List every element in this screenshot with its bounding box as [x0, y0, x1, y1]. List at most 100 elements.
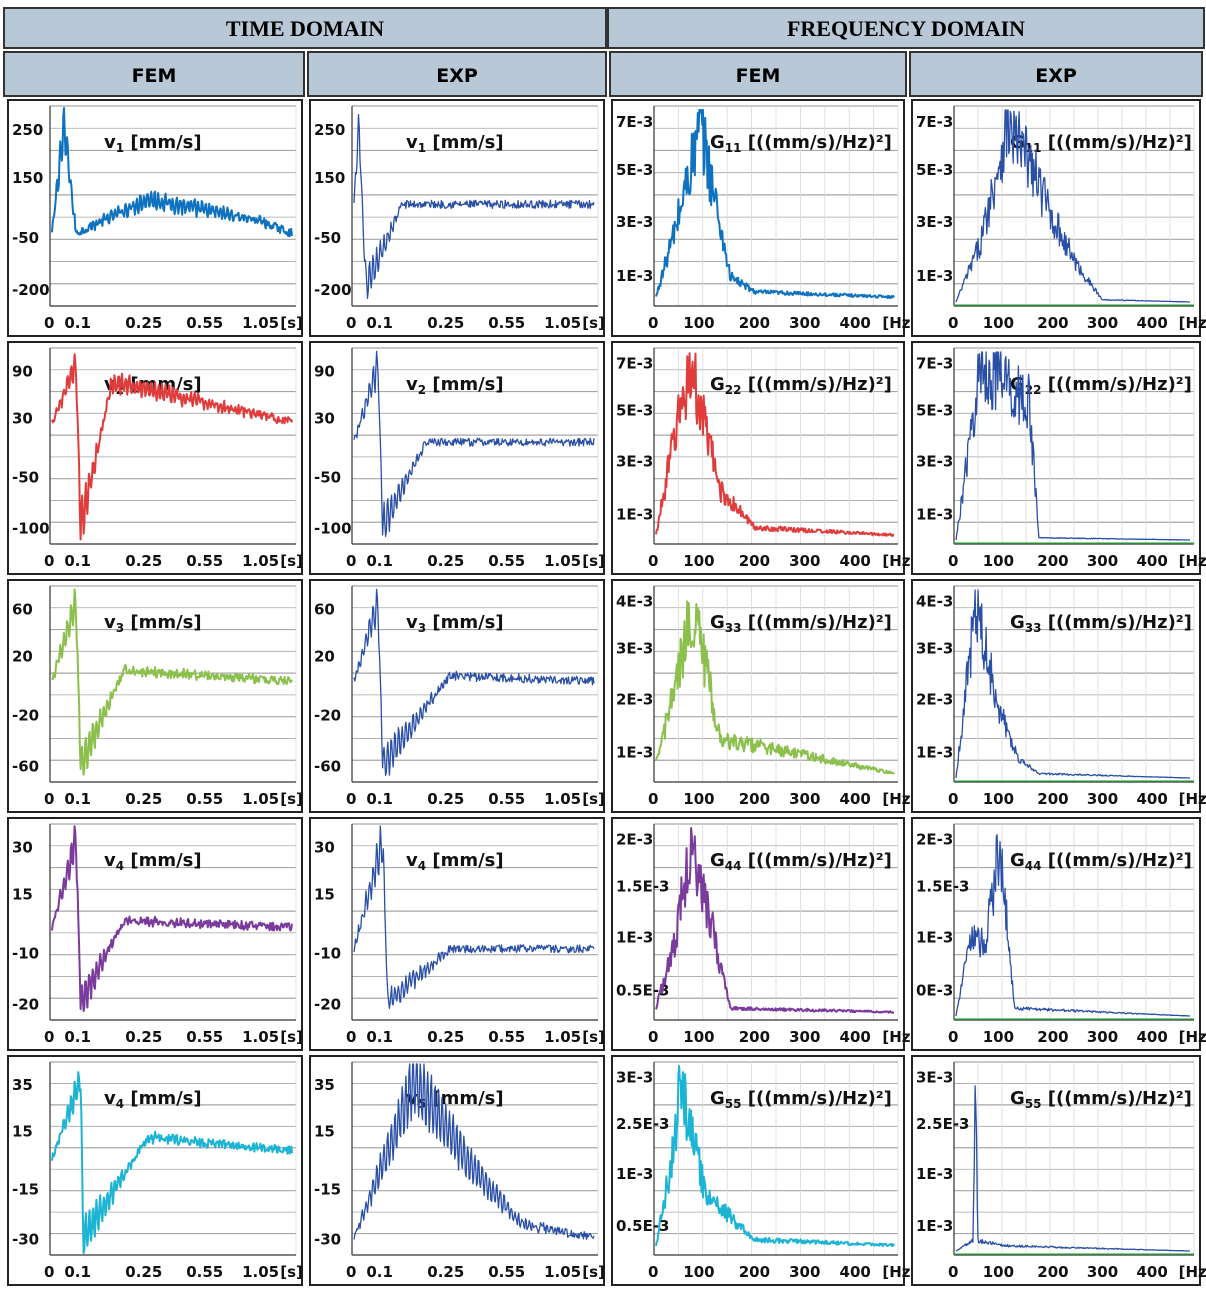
x-tick-label: 0 [44, 552, 54, 570]
y-tick-label: 5E-3 [616, 402, 653, 420]
y-tick-label: 3E-3 [916, 453, 953, 471]
x-tick-label: 200 [739, 790, 770, 808]
panel-label: G44 [((mm/s)/Hz)²] [1010, 850, 1192, 873]
panel-label-subscript: 1 [418, 141, 426, 155]
panel-exp-time-4: 30 15 -10 -20 0 0.1 0.25 0.55 1.05 [s] v4 [mm/s] [309, 817, 605, 1051]
time-domain-title: TIME DOMAIN [226, 16, 384, 41]
panel-label-subscript: 11 [725, 141, 742, 155]
y-tick-label: -100 [314, 519, 352, 537]
x-tick-label: 0.55 [186, 1263, 223, 1281]
x-tick-label: 400 [840, 790, 871, 808]
x-tick-label: 0.55 [488, 552, 525, 570]
panel-fem-time-4: 30 15 -10 -20 0 0.1 0.25 0.55 1.05 [s] v4 [mm/s] [7, 817, 303, 1051]
series-trace [353, 1063, 595, 1240]
y-tick-label: 7E-3 [916, 355, 953, 373]
y-tick-label: 150 [314, 169, 345, 187]
y-tick-label: 2E-3 [616, 691, 653, 709]
y-tick-label: 2E-3 [616, 831, 653, 849]
y-tick-label: -10 [12, 944, 39, 962]
y-tick-label: -20 [314, 706, 341, 724]
y-tick-label: 4E-3 [616, 593, 653, 611]
y-tick-label: -15 [314, 1180, 341, 1198]
y-tick-label: 1.5E-3 [916, 878, 969, 896]
y-tick-label: 1E-3 [916, 744, 953, 762]
panel-border [7, 817, 303, 1051]
x-tick-label: 300 [789, 1263, 820, 1281]
y-tick-label: 0E-3 [916, 982, 953, 1000]
panel-exp-frequency-5: 3E-3 2.5E-3 1E-3 1E-3 0 100 200 300 400 [Hz] G55 [… [911, 1055, 1206, 1286]
x-tick-label: 400 [840, 1263, 871, 1281]
x-tick-label: 400 [1136, 1028, 1167, 1046]
panel-label-main: G [710, 374, 725, 395]
x-tick-label: 0.25 [125, 790, 162, 808]
y-tick-label: 5E-3 [916, 402, 953, 420]
panel-label-main: G [1010, 612, 1025, 633]
x-tick-label: [s] [280, 1263, 303, 1281]
panel-border [611, 99, 905, 337]
x-tick-label: 400 [840, 1028, 871, 1046]
y-tick-label: 2.5E-3 [616, 1115, 669, 1133]
x-tick-label: 0.25 [427, 1028, 464, 1046]
x-tick-label: 400 [1136, 314, 1167, 332]
series-trace [353, 114, 595, 299]
panel-label: v1 [mm/s] [104, 132, 202, 155]
x-tick-label: 0.25 [125, 1028, 162, 1046]
x-tick-label: 0 [346, 1263, 356, 1281]
panel-label-unit: [((mm/s)/Hz)²] [741, 612, 891, 633]
x-tick-label: 0 [648, 1028, 658, 1046]
series-trace [51, 825, 293, 1012]
x-tick-label: 0.1 [366, 552, 393, 570]
y-tick-label: -20 [314, 995, 341, 1013]
x-tick-label: 0.1 [64, 314, 91, 332]
y-tick-label: -60 [12, 757, 39, 775]
panel-label-subscript: 1 [116, 141, 124, 155]
panel-label-unit: [((mm/s)/Hz)²] [741, 374, 891, 395]
panel-label-main: v [406, 850, 418, 871]
x-tick-label: 0 [44, 790, 54, 808]
x-tick-label: [Hz] [882, 314, 917, 332]
panel-label-subscript: 4 [116, 1097, 124, 1111]
series-trace [955, 589, 1190, 779]
x-tick-label: 100 [683, 1028, 714, 1046]
y-tick-label: -50 [314, 468, 341, 486]
panel-border [309, 579, 605, 813]
y-tick-label: 90 [12, 363, 33, 381]
panel-fem-frequency-1: 7E-3 5E-3 3E-3 1E-3 0 100 200 300 400 [Hz] G11 [((… [611, 99, 917, 337]
panel-label-subscript: 55 [725, 1097, 742, 1111]
series-trace [51, 353, 293, 541]
y-tick-label: 60 [12, 601, 33, 619]
x-tick-label: [Hz] [1179, 790, 1206, 808]
x-tick-label: 0.25 [427, 790, 464, 808]
x-tick-label: 0.1 [64, 552, 91, 570]
panel-label: v4 [mm/s] [104, 850, 202, 873]
panel-label-unit: [((mm/s)/Hz)²] [1041, 1088, 1191, 1109]
panel-label-unit: [((mm/s)/Hz)²] [1041, 132, 1191, 153]
x-tick-label: [s] [280, 790, 303, 808]
y-tick-label: -50 [314, 229, 341, 247]
panel-label: v2 [mm/s] [406, 374, 504, 397]
y-tick-label: 1E-3 [616, 267, 653, 285]
x-tick-label: 400 [840, 552, 871, 570]
column-header-label: EXP [436, 65, 478, 87]
x-tick-label: 0 [346, 1028, 356, 1046]
panel-label: v1 [mm/s] [406, 132, 504, 155]
panel-label-subscript: 33 [725, 621, 742, 635]
y-tick-label: 15 [314, 1122, 335, 1140]
series-trace [353, 350, 595, 538]
x-tick-label: 300 [1087, 1263, 1118, 1281]
x-tick-label: 0.55 [186, 790, 223, 808]
panel-fem-time-3: 60 20 -20 -60 0 0.1 0.25 0.55 1.05 [s] v3 [mm/s] [7, 579, 303, 813]
panel-label: G44 [((mm/s)/Hz)²] [710, 850, 892, 873]
panel-label-unit: [mm/s] [124, 612, 202, 633]
y-tick-label: -15 [12, 1180, 39, 1198]
y-tick-label: 1E-3 [616, 1165, 653, 1183]
y-tick-label: 30 [12, 410, 33, 428]
x-tick-label: 0 [648, 314, 658, 332]
x-tick-label: 0.25 [427, 552, 464, 570]
x-tick-label: 300 [1087, 552, 1118, 570]
y-tick-label: -30 [314, 1231, 341, 1249]
x-tick-label: 100 [983, 1028, 1014, 1046]
x-tick-label: 0.1 [366, 1263, 393, 1281]
x-tick-label: 100 [983, 314, 1014, 332]
